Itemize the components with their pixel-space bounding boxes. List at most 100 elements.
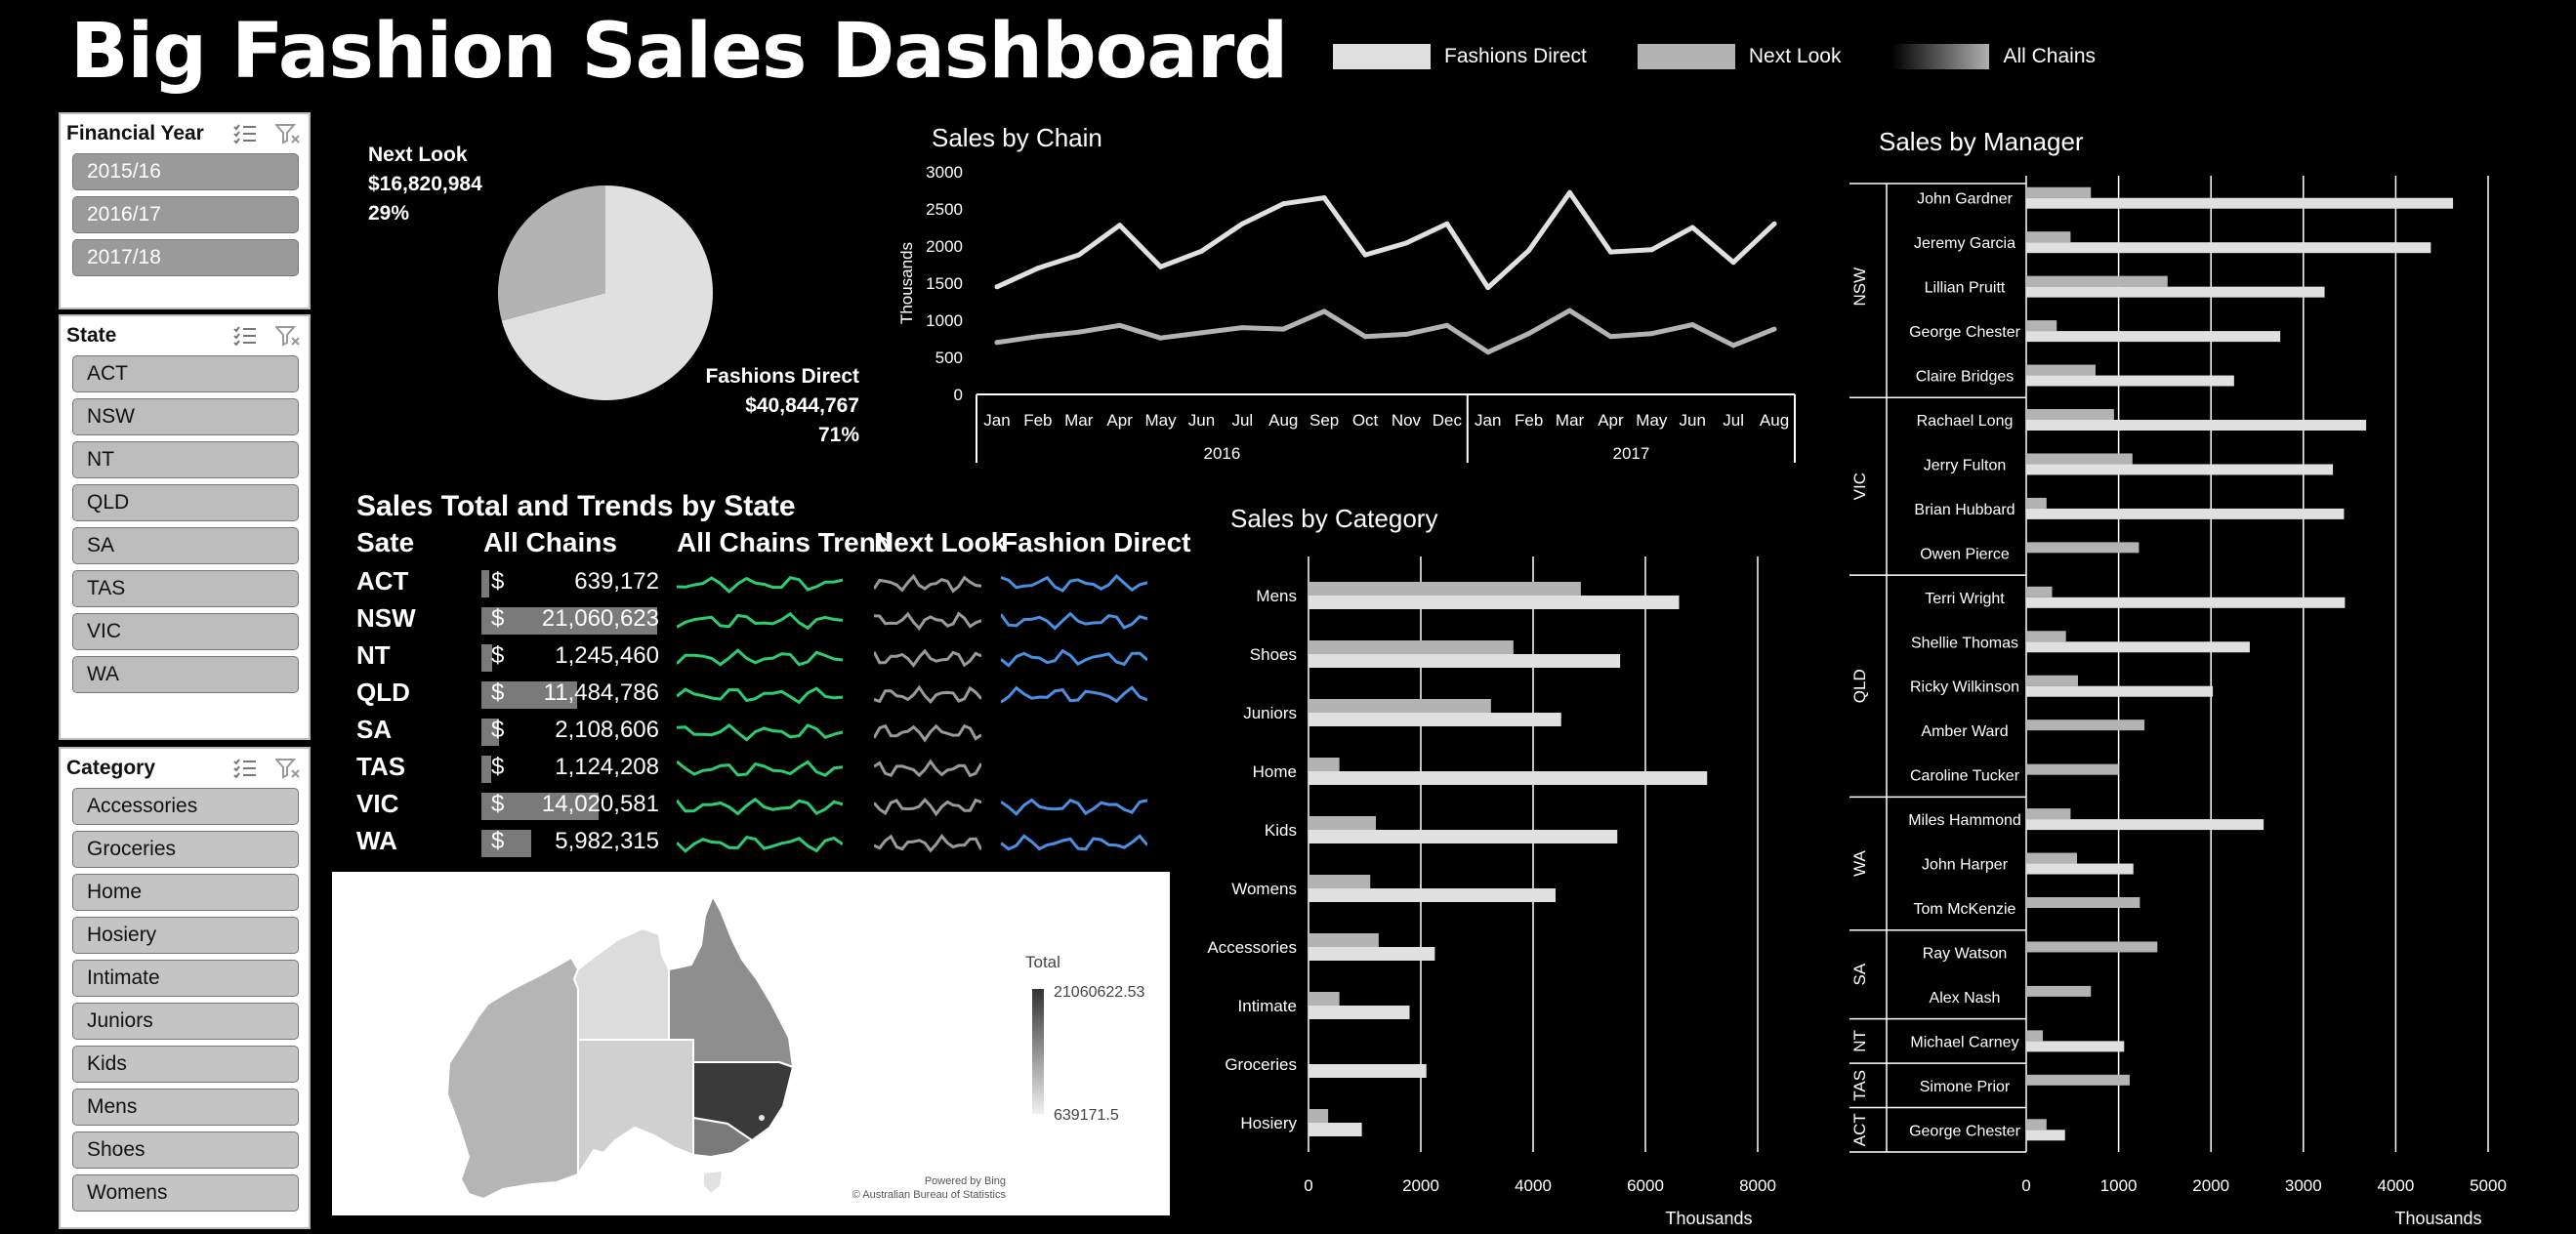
line-point[interactable] [1648,247,1654,253]
slicer-item-womens[interactable]: Womens [72,1174,299,1212]
category-bar-next-look[interactable] [1309,816,1376,830]
manager-bar-next-look[interactable] [2026,808,2071,820]
multi-select-icon[interactable] [232,123,258,144]
slicer-item-wa[interactable]: WA [72,656,299,693]
slicer-item-kids[interactable]: Kids [72,1046,299,1083]
slicer-item-intimate[interactable]: Intimate [72,960,299,997]
slicer-item-vic[interactable]: VIC [72,613,299,650]
category-bar-next-look[interactable] [1309,1109,1329,1123]
line-series-next-look[interactable] [996,308,1775,355]
manager-bar-fashions-direct[interactable] [2026,596,2346,608]
slicer-item-sa[interactable]: SA [72,527,299,564]
line-point[interactable] [1689,225,1695,230]
line-point[interactable] [1607,249,1613,255]
category-bar-next-look[interactable] [1309,933,1379,947]
line-point[interactable] [1730,343,1736,349]
slicer-item-mens[interactable]: Mens [72,1089,299,1126]
clear-filter-icon[interactable] [275,758,301,779]
slicer-item-2017-18[interactable]: 2017/18 [72,239,299,276]
manager-bar-fashions-direct[interactable] [2026,197,2454,209]
map-region-act[interactable] [759,1115,765,1121]
manager-bar-next-look[interactable] [2026,763,2119,775]
line-point[interactable] [1567,189,1573,195]
category-bar-fashions-direct[interactable] [1309,947,1435,961]
manager-bar-fashions-direct[interactable] [2026,641,2250,653]
manager-bar-fashions-direct[interactable] [2026,863,2134,875]
map-region-qld[interactable] [668,893,795,1069]
category-bar-fashions-direct[interactable] [1309,654,1621,668]
line-point[interactable] [1239,325,1245,331]
category-bar-next-look[interactable] [1309,758,1340,771]
line-series-fashions-direct[interactable] [995,189,1776,291]
manager-bar-next-look[interactable] [2026,1119,2047,1131]
line-point[interactable] [1280,201,1286,207]
manager-bar-next-look[interactable] [2026,941,2158,953]
slicer-item-juniors[interactable]: Juniors [72,1003,299,1040]
line-point[interactable] [1280,326,1286,332]
category-bar-fashions-direct[interactable] [1309,596,1680,609]
category-bar-next-look[interactable] [1309,699,1491,713]
manager-bar-fashions-direct[interactable] [2026,1041,2125,1052]
slicer-item-home[interactable]: Home [72,874,299,911]
manager-bar-fashions-direct[interactable] [2026,464,2334,475]
line-point[interactable] [1771,221,1777,226]
line-point[interactable] [1567,308,1573,313]
manager-bar-next-look[interactable] [2026,675,2078,686]
line-point[interactable] [1362,334,1368,340]
line-point[interactable] [1035,334,1041,340]
line-point[interactable] [1362,252,1368,258]
line-point[interactable] [1526,248,1532,254]
manager-bar-next-look[interactable] [2026,1030,2044,1042]
manager-bar-next-look[interactable] [2026,631,2066,642]
slicer-item-hosiery[interactable]: Hosiery [72,917,299,954]
category-bar-next-look[interactable] [1309,640,1514,654]
slicer-item-2016-17[interactable]: 2016/17 [72,196,299,233]
line-point[interactable] [1689,322,1695,328]
manager-bar-next-look[interactable] [2026,275,2168,287]
pie-slice-fashions-direct[interactable] [501,185,713,400]
category-bar-fashions-direct[interactable] [1309,713,1561,726]
manager-bar-next-look[interactable] [2026,852,2078,864]
line-point[interactable] [1198,248,1204,254]
line-point[interactable] [1526,331,1532,337]
manager-bar-next-look[interactable] [2026,231,2071,243]
line-point[interactable] [1117,223,1123,228]
slicer-item-shoes[interactable]: Shoes [72,1131,299,1169]
line-point[interactable] [1198,330,1204,336]
map-region-nt[interactable] [572,926,670,1041]
manager-bar-next-look[interactable] [2026,497,2047,509]
line-point[interactable] [1158,335,1164,341]
category-bar-next-look[interactable] [1309,992,1340,1006]
line-point[interactable] [1321,195,1327,201]
manager-bar-fashions-direct[interactable] [2026,685,2214,697]
slicer-item-nt[interactable]: NT [72,441,299,478]
map-region-tas[interactable] [702,1169,725,1196]
map-region-wa[interactable] [445,956,580,1201]
pie-slice-next-look[interactable] [498,185,605,321]
line-point[interactable] [1771,326,1777,332]
line-point[interactable] [1444,322,1450,328]
line-point[interactable] [1485,350,1491,355]
category-bar-fashions-direct[interactable] [1309,771,1708,785]
line-point[interactable] [1403,331,1409,337]
line-point[interactable] [1158,264,1164,269]
manager-bar-next-look[interactable] [2026,320,2057,332]
category-bar-fashions-direct[interactable] [1309,888,1556,902]
slicer-item-qld[interactable]: QLD [72,484,299,521]
line-point[interactable] [1403,240,1409,246]
manager-bar-fashions-direct[interactable] [2026,819,2264,831]
line-point[interactable] [1648,331,1654,337]
category-bar-fashions-direct[interactable] [1309,1064,1427,1078]
manager-bar-fashions-direct[interactable] [2026,420,2367,431]
category-bar-fashions-direct[interactable] [1309,1123,1362,1136]
slicer-item-2015-16[interactable]: 2015/16 [72,153,299,190]
manager-bar-next-look[interactable] [2026,586,2053,597]
manager-bar-next-look[interactable] [2026,186,2092,198]
line-point[interactable] [1076,252,1082,258]
manager-bar-next-look[interactable] [2026,409,2114,420]
slicer-item-nsw[interactable]: NSW [72,398,299,435]
manager-bar-next-look[interactable] [2026,453,2133,465]
multi-select-icon[interactable] [232,758,258,779]
line-point[interactable] [994,284,1000,290]
slicer-item-groceries[interactable]: Groceries [72,831,299,868]
